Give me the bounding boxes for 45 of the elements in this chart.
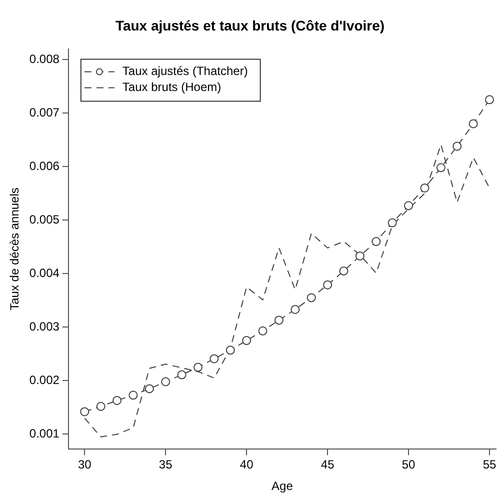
x-tick-label: 35 <box>158 458 173 472</box>
point <box>323 280 332 290</box>
point <box>242 336 252 346</box>
y-tick-label: 0.002 <box>29 372 60 387</box>
legend-label: Taux bruts (Hoem) <box>122 80 222 94</box>
y-tick-label: 0.006 <box>29 158 60 173</box>
point <box>339 266 348 276</box>
y-tick-label: 0.005 <box>29 212 60 226</box>
point <box>355 251 364 260</box>
point <box>306 293 316 302</box>
point <box>485 95 494 104</box>
point <box>193 362 202 372</box>
point <box>274 316 284 325</box>
y-tick-label: 0.004 <box>29 266 60 280</box>
y-tick-label: 0.008 <box>29 52 60 66</box>
point <box>96 402 106 411</box>
y-tick-label: 0.001 <box>29 426 60 441</box>
x-axis-title: Age <box>272 479 294 494</box>
x-tick-label: 50 <box>402 458 416 472</box>
point <box>436 163 446 172</box>
x-tick-label: 40 <box>240 458 254 472</box>
y-tick-label: 0.007 <box>29 105 60 120</box>
point <box>258 326 268 336</box>
y-tick-label: 0.003 <box>29 319 60 334</box>
point <box>210 354 219 364</box>
legend-label: Taux ajustés (Thatcher) <box>122 64 248 78</box>
point <box>144 384 154 394</box>
point <box>112 396 122 405</box>
point <box>128 390 138 400</box>
x-tick-label: 30 <box>78 458 92 472</box>
point <box>388 218 397 228</box>
point <box>226 346 235 355</box>
point <box>290 304 300 314</box>
chart-title: Taux ajustés et taux bruts (Côte d'Ivoire) <box>115 17 385 34</box>
y-axis-title: Taux de décès annuels <box>8 188 22 310</box>
point <box>177 370 186 380</box>
point <box>404 201 414 210</box>
x-tick-label: 45 <box>320 458 335 472</box>
point <box>372 237 381 246</box>
point <box>452 142 462 151</box>
point <box>468 119 478 128</box>
point <box>161 377 170 386</box>
point <box>420 183 430 192</box>
point <box>80 407 90 416</box>
x-tick-label: 55 <box>482 458 497 472</box>
